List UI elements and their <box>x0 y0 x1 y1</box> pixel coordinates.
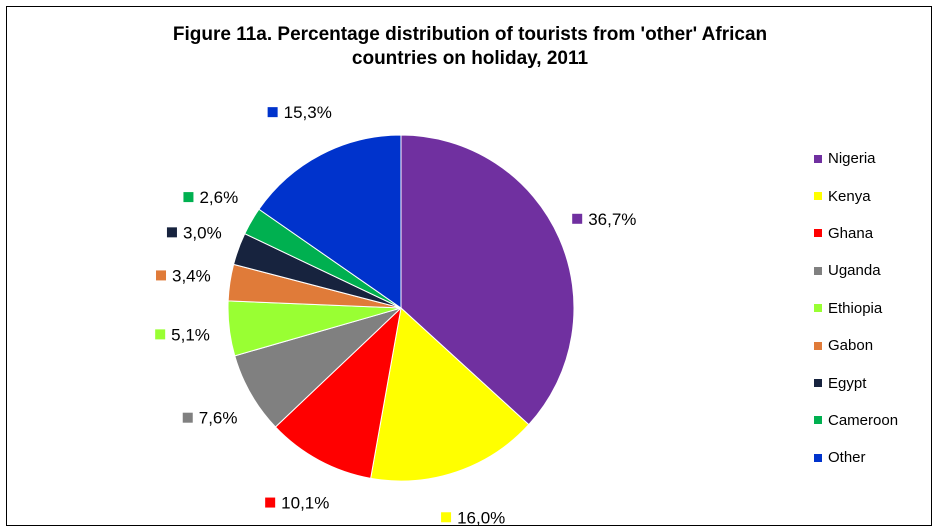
legend-swatch <box>814 453 822 462</box>
data-label-text: 15,3% <box>284 103 332 122</box>
data-label-gabon: 3,4% <box>156 266 211 285</box>
legend-swatch <box>814 304 822 313</box>
legend-swatch <box>814 154 822 163</box>
legend-swatch <box>814 192 822 201</box>
legend-label: Kenya <box>828 187 871 205</box>
data-label-swatch <box>265 497 276 508</box>
data-label-kenya: 16,0% <box>441 508 505 527</box>
data-label-text: 3,4% <box>172 266 211 285</box>
data-label-text: 7,6% <box>199 409 238 428</box>
legend-item-ethiopia: Ethiopia <box>814 290 898 327</box>
legend-item-other: Other <box>814 439 898 476</box>
data-label-swatch <box>183 192 194 203</box>
data-label-text: 36,7% <box>588 210 636 229</box>
pie-slice-kenya <box>370 307 530 482</box>
legend-swatch <box>814 416 822 425</box>
legend-item-gabon: Gabon <box>814 327 898 364</box>
legend-label: Gabon <box>828 337 874 355</box>
chart-title-line-1: Figure 11a. Percentage distribution of t… <box>172 24 768 45</box>
legend-label: Ghana <box>828 224 874 242</box>
legend-label: Uganda <box>828 262 881 280</box>
data-label-text: 16,0% <box>457 508 505 527</box>
data-label-ethiopia: 5,1% <box>155 325 210 344</box>
data-label-nigeria: 36,7% <box>572 210 636 229</box>
data-label-text: 5,1% <box>171 325 210 344</box>
legend-swatch <box>814 379 822 388</box>
data-label-other: 15,3% <box>267 103 332 122</box>
data-label-cameroon: 2,6% <box>183 188 238 207</box>
legend-swatch <box>814 341 822 350</box>
legend-swatch <box>814 266 822 275</box>
pie-slice-ghana <box>274 306 402 479</box>
chart-title-line-2: countries on holiday, 2011 <box>351 48 589 69</box>
data-label-swatch <box>182 412 193 423</box>
data-label-text: 10,1% <box>281 494 329 513</box>
pie-slice-nigeria <box>400 134 575 426</box>
legend-label: Ethiopia <box>828 299 883 317</box>
data-label-swatch <box>156 270 167 281</box>
legend-label: Cameroon <box>828 411 899 429</box>
data-label-text: 3,0% <box>183 223 222 242</box>
data-label-swatch <box>572 213 583 224</box>
data-label-swatch <box>267 107 278 118</box>
data-label-swatch <box>155 329 166 340</box>
legend-swatch <box>814 229 822 238</box>
legend-item-kenya: Kenya <box>814 177 898 214</box>
legend-label: Other <box>828 449 866 467</box>
data-label-swatch <box>441 512 452 523</box>
chart-legend: Nigeria Kenya Ghana Uganda Ethiopia Gabon Egyp… <box>814 140 898 477</box>
data-label-egypt: 3,0% <box>166 223 222 242</box>
chart-title: Figure 11a. Percentage distribution of t… <box>7 23 933 71</box>
legend-item-cameroon: Cameroon <box>814 402 898 439</box>
data-label-text: 2,6% <box>199 188 238 207</box>
data-label-uganda: 7,6% <box>182 409 238 428</box>
data-label-swatch <box>166 227 177 238</box>
legend-item-ghana: Ghana <box>814 215 898 252</box>
pie-slice-other <box>258 134 402 309</box>
legend-label: Egypt <box>828 374 867 392</box>
data-label-ghana: 10,1% <box>265 494 329 513</box>
legend-item-nigeria: Nigeria <box>814 140 898 177</box>
legend-item-uganda: Uganda <box>814 252 898 289</box>
legend-item-egypt: Egypt <box>814 364 898 401</box>
legend-label: Nigeria <box>828 150 876 168</box>
